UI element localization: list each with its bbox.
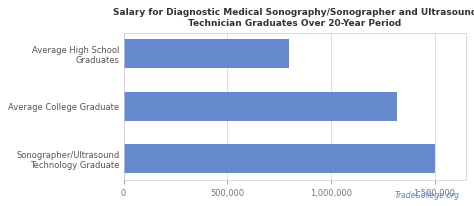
- Bar: [124, 144, 435, 173]
- Text: TradeCollege.org: TradeCollege.org: [395, 191, 460, 200]
- Title: Salary for Diagnostic Medical Sonography/Sonographer and Ultrasound
Technician G: Salary for Diagnostic Medical Sonography…: [112, 8, 474, 28]
- Bar: [124, 39, 290, 68]
- Bar: [124, 92, 397, 121]
